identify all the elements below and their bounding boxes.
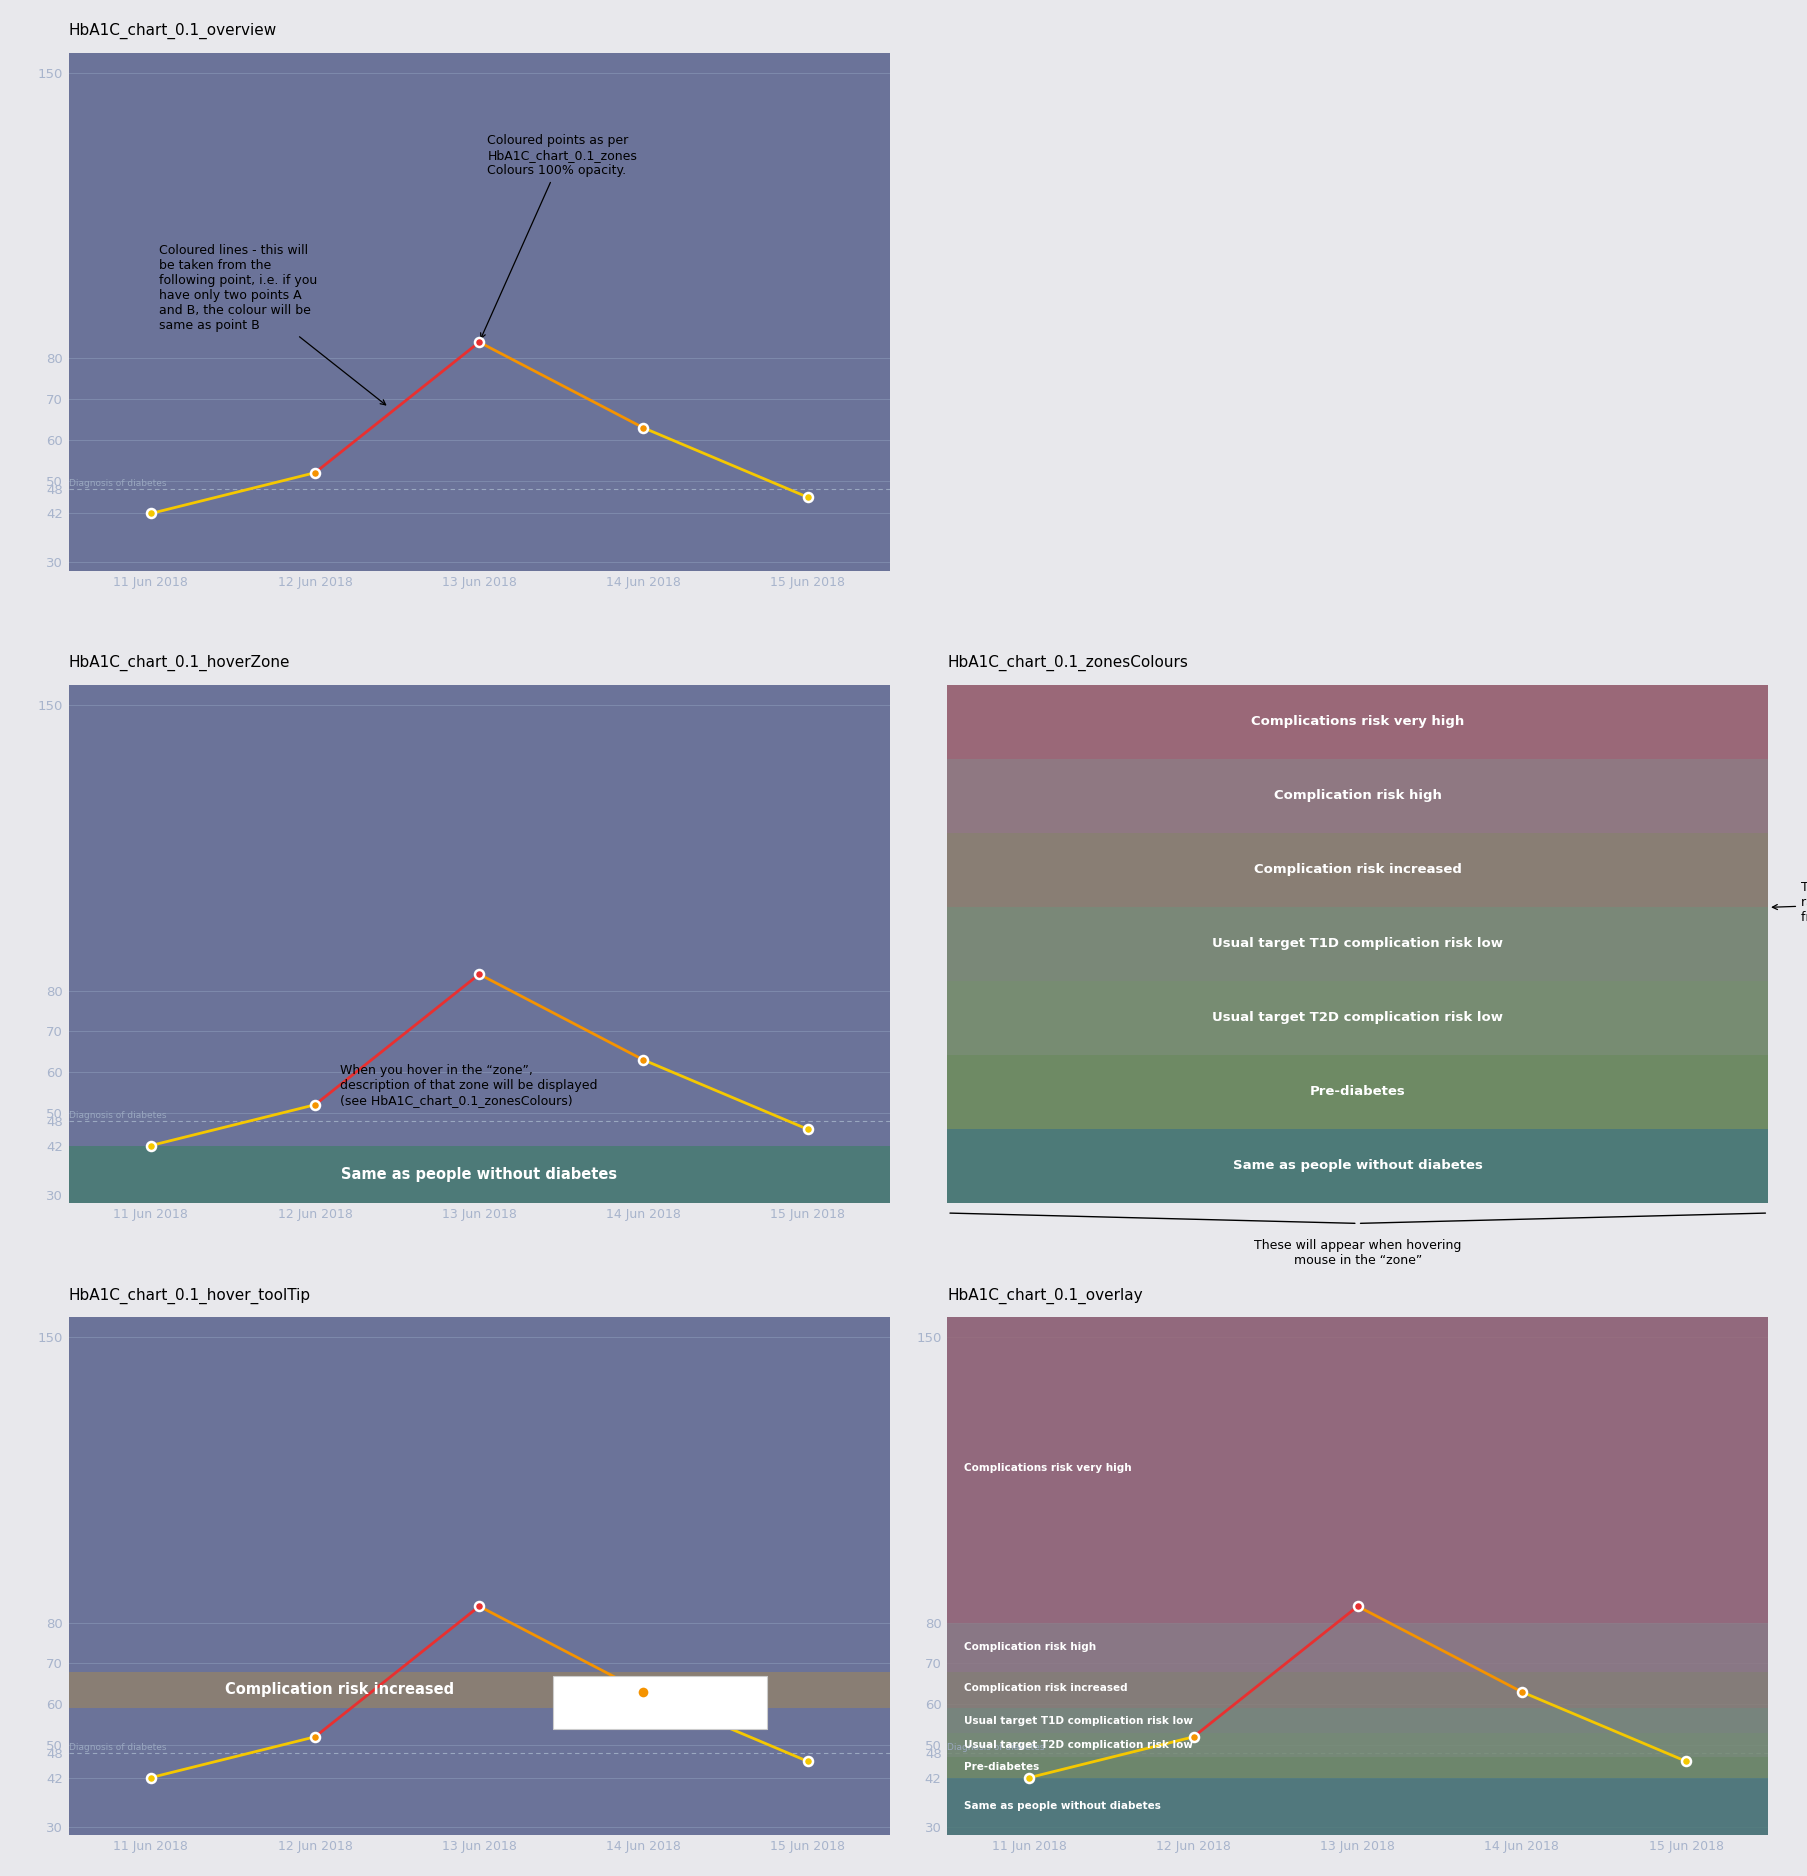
Text: Complication risk increased: Complication risk increased bbox=[963, 1683, 1126, 1692]
Text: Coloured lines - this will
be taken from the
following point, i.e. if you
have o: Coloured lines - this will be taken from… bbox=[159, 244, 385, 405]
Text: Diagnosis of diabetes: Diagnosis of diabetes bbox=[947, 1743, 1044, 1752]
Text: Complication risk increased: Complication risk increased bbox=[1252, 863, 1460, 876]
Bar bbox=[69, 1146, 889, 1203]
Text: Pre-diabetes: Pre-diabetes bbox=[1308, 1084, 1404, 1097]
Text: Complications risk very high: Complications risk very high bbox=[1250, 715, 1464, 728]
Bar bbox=[947, 1129, 1767, 1203]
Text: This will be one colour for the
range 43-50 (ignore shading
from the dfu app flo: This will be one colour for the range 43… bbox=[1771, 882, 1807, 925]
Bar bbox=[947, 1733, 1767, 1758]
Text: HbA1C_chart_0.1_hover_toolTip: HbA1C_chart_0.1_hover_toolTip bbox=[69, 1287, 311, 1304]
Bar bbox=[947, 1317, 1767, 1623]
Text: Diagnosis of diabetes: Diagnosis of diabetes bbox=[69, 1743, 166, 1752]
Bar bbox=[947, 758, 1767, 833]
Text: Complication risk high: Complication risk high bbox=[963, 1642, 1095, 1653]
Text: HbA1C_chart_0.1_hoverZone: HbA1C_chart_0.1_hoverZone bbox=[69, 655, 291, 672]
Text: Coloured points as per
HbA1C_chart_0.1_zones
Colours 100% opacity.: Coloured points as per HbA1C_chart_0.1_z… bbox=[481, 133, 636, 338]
Text: HbA1C_chart_0.1_overview: HbA1C_chart_0.1_overview bbox=[69, 23, 276, 39]
Bar bbox=[947, 685, 1767, 758]
Bar bbox=[947, 1623, 1767, 1672]
Text: Pre-diabetes: Pre-diabetes bbox=[963, 1762, 1039, 1773]
Text: Complications risk very high: Complications risk very high bbox=[963, 1463, 1131, 1473]
Bar bbox=[947, 981, 1767, 1054]
Text: Diagnosis of diabetes: Diagnosis of diabetes bbox=[69, 1111, 166, 1120]
Bar bbox=[947, 1778, 1767, 1835]
Bar bbox=[947, 1054, 1767, 1129]
Text: These will appear when hovering
mouse in the “zone”: These will appear when hovering mouse in… bbox=[1254, 1238, 1460, 1266]
Text: Usual target T1D complication risk low: Usual target T1D complication risk low bbox=[963, 1715, 1193, 1726]
Text: Usual target T2D complication risk low: Usual target T2D complication risk low bbox=[1211, 1011, 1502, 1024]
Text: Complication risk increased: Complication risk increased bbox=[224, 1683, 454, 1698]
Bar bbox=[947, 1758, 1767, 1778]
Bar bbox=[947, 833, 1767, 906]
Text: HbA1C_chart_0.1_zonesColours: HbA1C_chart_0.1_zonesColours bbox=[947, 655, 1187, 672]
Text: Usual target T2D complication risk low: Usual target T2D complication risk low bbox=[963, 1739, 1193, 1750]
Text: Same as people without diabetes: Same as people without diabetes bbox=[963, 1801, 1160, 1810]
Bar bbox=[947, 906, 1767, 981]
Text: Same as people without diabetes: Same as people without diabetes bbox=[1232, 1159, 1482, 1172]
Text: Diagnosis of diabetes: Diagnosis of diabetes bbox=[69, 478, 166, 488]
Bar bbox=[947, 1672, 1767, 1709]
Text: HbA1C_chart_0.1_overlay: HbA1C_chart_0.1_overlay bbox=[947, 1287, 1142, 1304]
Text: Usual target T1D complication risk low: Usual target T1D complication risk low bbox=[1211, 938, 1502, 949]
Bar bbox=[553, 1675, 766, 1728]
Text: When you hover in the “zone”,
description of that zone will be displayed
(see Hb: When you hover in the “zone”, descriptio… bbox=[340, 1064, 596, 1107]
Bar bbox=[947, 1709, 1767, 1733]
Bar bbox=[69, 1672, 889, 1709]
Text: Complication risk high: Complication risk high bbox=[1274, 790, 1440, 803]
Text: Same as people without diabetes: Same as people without diabetes bbox=[342, 1167, 616, 1182]
